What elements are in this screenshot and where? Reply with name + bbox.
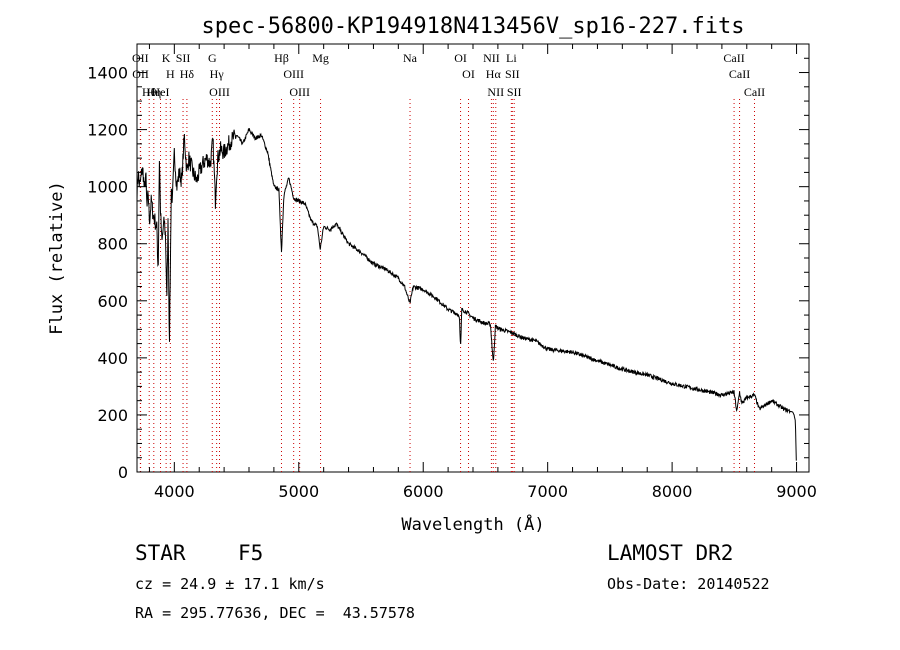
x-tick-label: 7000 <box>527 482 568 501</box>
line-marker-label: OII <box>132 67 149 81</box>
line-marker-label: H <box>166 67 175 81</box>
line-marker-label: OIII <box>283 67 304 81</box>
line-marker-label: Na <box>403 51 418 65</box>
line-marker-label: OI <box>454 51 467 65</box>
y-tick-label: 1200 <box>87 121 128 140</box>
x-tick-label: 6000 <box>403 482 444 501</box>
line-marker-label: OIII <box>289 85 310 99</box>
y-tick-label: 400 <box>97 349 128 368</box>
line-marker-label: OI <box>462 67 475 81</box>
line-marker-label: Hβ <box>274 51 289 65</box>
spectrum-line <box>136 127 797 461</box>
line-marker-label: HeI <box>152 85 170 99</box>
line-marker-label: CaII <box>744 85 765 99</box>
x-tick-label: 8000 <box>652 482 693 501</box>
line-marker-label: G <box>208 51 217 65</box>
line-marker-label: SII <box>176 51 191 65</box>
object-subclass: F5 <box>238 541 264 565</box>
y-tick-label: 1400 <box>87 64 128 83</box>
line-marker-label: CaII <box>723 51 744 65</box>
observation-date: Obs-Date: 20140522 <box>607 575 770 593</box>
line-marker-label: OIII <box>209 85 230 99</box>
survey-name: LAMOST DR2 <box>607 541 734 565</box>
y-tick-label: 1000 <box>87 178 128 197</box>
line-marker-label: CaII <box>729 67 750 81</box>
axis-ticks: 4000 5000 6000 7000 8000 9000 0 200 400 600 800 100… <box>87 44 817 501</box>
line-marker-label: Hγ <box>210 67 225 81</box>
x-tick-label: 5000 <box>278 482 319 501</box>
line-marker-label: Mg <box>312 51 329 65</box>
x-tick-label: 4000 <box>154 482 195 501</box>
x-tick-label: 9000 <box>776 482 817 501</box>
plot-frame <box>136 43 810 473</box>
line-marker-label: NII <box>483 51 500 65</box>
line-marker-label: SII <box>507 85 522 99</box>
y-tick-label: 0 <box>118 463 128 482</box>
line-marker-label: NII <box>487 85 504 99</box>
line-marker-label: Hθ <box>142 85 157 99</box>
line-marker-label: Hα <box>486 67 502 81</box>
line-marker-label: Hδ <box>180 67 195 81</box>
chart-title: spec-56800-KP194918N413456V_sp16-227.fit… <box>201 14 744 39</box>
coordinates: RA = 295.77636, DEC = 43.57578 <box>135 604 415 622</box>
redshift-readout: cz = 24.9 ± 17.1 km/s <box>135 575 325 593</box>
y-tick-label: 600 <box>97 292 128 311</box>
line-marker-label: SII <box>505 67 520 81</box>
x-axis-label: Wavelength (Å) <box>401 513 544 535</box>
line-marker-label: Hη <box>146 85 161 99</box>
object-class: STAR <box>135 541 186 565</box>
line-marker-label: K <box>162 51 171 65</box>
y-axis-label: Flux (relative) <box>47 181 67 335</box>
y-tick-label: 200 <box>97 406 128 425</box>
y-tick-label: 800 <box>97 235 128 254</box>
line-marker-label: Li <box>506 51 517 65</box>
